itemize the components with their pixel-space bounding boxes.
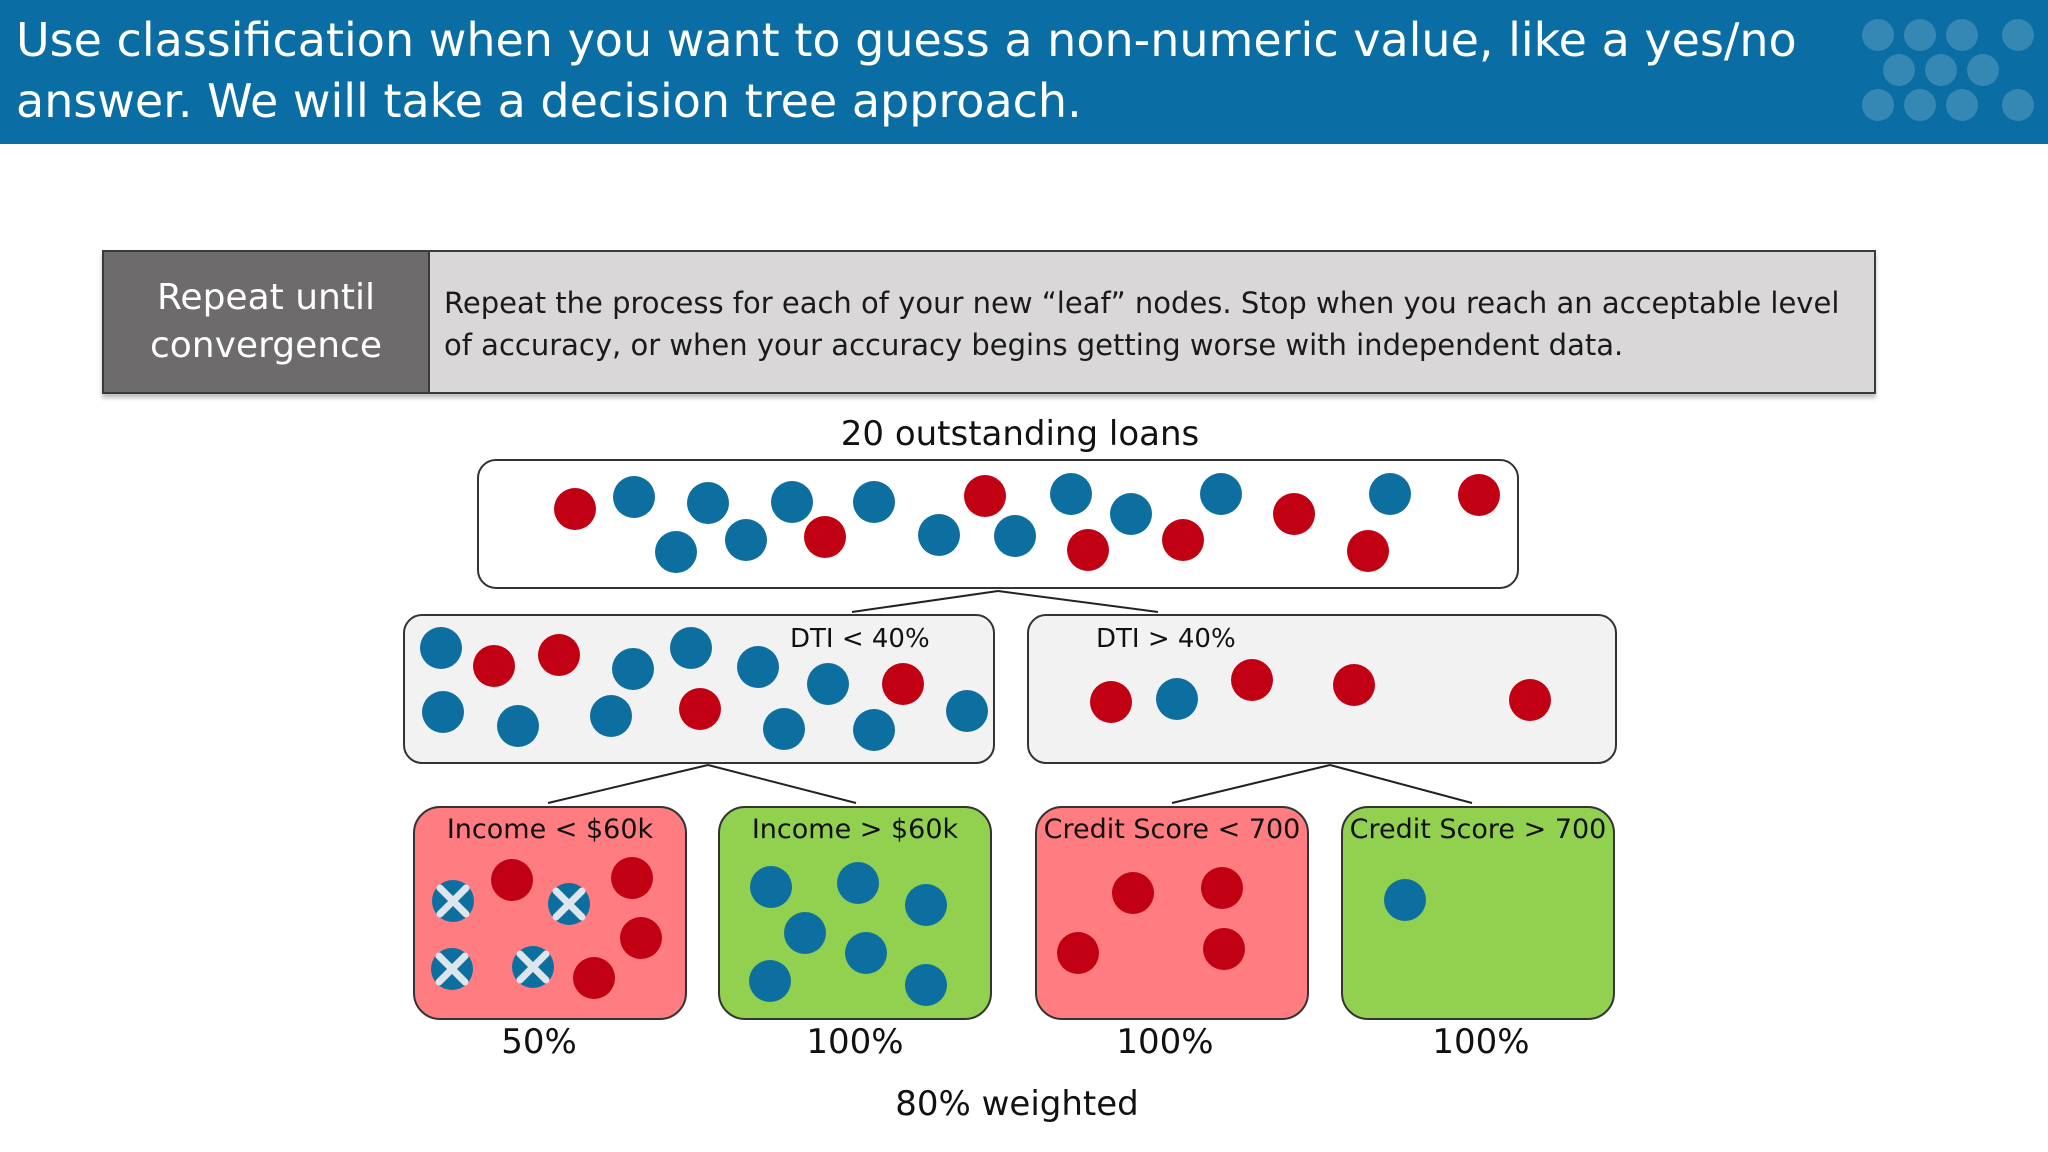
leaf-accuracy-credit-high: 100% bbox=[1432, 1022, 1530, 1062]
blue-loan-dot bbox=[1200, 473, 1242, 515]
split-label-dti-low: DTI < 40% bbox=[790, 624, 930, 654]
red-loan-dot bbox=[1231, 659, 1273, 701]
blue-loan-dot bbox=[737, 646, 779, 688]
red-loan-dot bbox=[1347, 530, 1389, 572]
red-loan-dot bbox=[882, 663, 924, 705]
leaf-label-income-high: Income > $60k bbox=[751, 814, 959, 845]
red-loan-dot bbox=[611, 857, 653, 899]
blue-loan-dot bbox=[1369, 473, 1411, 515]
red-loan-dot bbox=[1090, 681, 1132, 723]
blue-loan-dot bbox=[1384, 879, 1426, 921]
leaf-income-high-dots bbox=[749, 862, 947, 1006]
blue-loan-dot bbox=[497, 705, 539, 747]
step-label: Repeat until convergence bbox=[104, 252, 430, 392]
left-split-dots bbox=[420, 627, 988, 751]
connector-line bbox=[1171, 764, 1331, 804]
blue-loan-dot bbox=[1156, 678, 1198, 720]
misclassified-x-icon bbox=[552, 887, 586, 921]
leaf-box-income-low bbox=[413, 806, 687, 1020]
red-loan-dot bbox=[473, 645, 515, 687]
blue-loan-dot bbox=[784, 912, 826, 954]
red-loan-dot bbox=[1273, 493, 1315, 535]
red-loan-dot bbox=[1067, 529, 1109, 571]
right-split-dots bbox=[1090, 659, 1551, 723]
blue-loan-dot bbox=[853, 481, 895, 523]
slide-header: Use classification when you want to gues… bbox=[0, 0, 2048, 144]
red-loan-dot bbox=[620, 917, 662, 959]
red-loan-dot bbox=[804, 516, 846, 558]
leaf-accuracy-income-high: 100% bbox=[806, 1022, 904, 1062]
leaf-accuracy-income-low: 50% bbox=[501, 1022, 577, 1062]
blue-loan-dot bbox=[670, 627, 712, 669]
connector-line bbox=[547, 764, 709, 804]
red-loan-dot bbox=[1112, 872, 1154, 914]
leaf-income-low-dots bbox=[431, 857, 662, 999]
connector-line bbox=[1329, 764, 1473, 804]
leaf-label-credit-low: Credit Score < 700 bbox=[1043, 814, 1301, 845]
weighted-accuracy-summary: 80% weighted bbox=[895, 1084, 1139, 1124]
blue-loan-dot bbox=[420, 627, 462, 669]
blue-loan-dot bbox=[763, 708, 805, 750]
misclassified-x-icon bbox=[436, 884, 470, 918]
red-loan-dot bbox=[1458, 474, 1500, 516]
header-dots-decoration bbox=[1862, 19, 2034, 121]
red-loan-dot bbox=[1057, 932, 1099, 974]
leaf-box-credit-high bbox=[1341, 806, 1615, 1020]
blue-loan-dot bbox=[613, 476, 655, 518]
root-loan-dots bbox=[554, 473, 1500, 573]
red-loan-dot bbox=[573, 957, 615, 999]
blue-loan-dot bbox=[1110, 493, 1152, 535]
blue-loan-dot bbox=[687, 482, 729, 524]
blue-loan-dot bbox=[1050, 473, 1092, 515]
connector-line bbox=[997, 590, 1159, 613]
red-loan-dot bbox=[491, 859, 533, 901]
blue-loan-dot bbox=[918, 514, 960, 556]
blue-loan-dot bbox=[837, 862, 879, 904]
blue-loan-dot bbox=[994, 515, 1036, 557]
split-label-dti-high: DTI > 40% bbox=[1096, 624, 1236, 654]
blue-loan-dot bbox=[749, 960, 791, 1002]
blue-loan-dot bbox=[422, 691, 464, 733]
root-caption: 20 outstanding loans bbox=[840, 414, 1200, 454]
blue-loan-dot bbox=[725, 519, 767, 561]
connector-line bbox=[851, 590, 999, 613]
leaf-accuracy-credit-low: 100% bbox=[1116, 1022, 1214, 1062]
leaf-credit-high-dots bbox=[1384, 879, 1426, 921]
leaf-box-credit-low bbox=[1035, 806, 1309, 1020]
misclassified-x-icon bbox=[516, 950, 550, 984]
slide-title: Use classification when you want to gues… bbox=[16, 13, 1797, 128]
step-callout: Repeat until convergence Repeat the proc… bbox=[102, 250, 1876, 394]
step-description: Repeat the process for each of your new … bbox=[444, 286, 1840, 362]
blue-loan-dot bbox=[946, 690, 988, 732]
blue-loan-dot bbox=[853, 709, 895, 751]
connector-line bbox=[707, 764, 857, 804]
blue-loan-dot bbox=[771, 481, 813, 523]
leaf-credit-low-dots bbox=[1057, 867, 1245, 974]
red-loan-dot bbox=[679, 688, 721, 730]
red-loan-dot bbox=[1203, 928, 1245, 970]
blue-loan-dot bbox=[655, 531, 697, 573]
right-split-box bbox=[1027, 614, 1617, 764]
misclassified-x-icon bbox=[435, 952, 469, 986]
blue-loan-dot bbox=[807, 663, 849, 705]
blue-loan-dot bbox=[612, 648, 654, 690]
blue-loan-dot bbox=[845, 932, 887, 974]
red-loan-dot bbox=[1333, 664, 1375, 706]
blue-loan-dot bbox=[905, 884, 947, 926]
red-loan-dot bbox=[554, 488, 596, 530]
red-loan-dot bbox=[1162, 519, 1204, 561]
blue-loan-dot bbox=[750, 866, 792, 908]
red-loan-dot bbox=[1509, 679, 1551, 721]
leaf-label-credit-high: Credit Score > 700 bbox=[1349, 814, 1607, 845]
leaf-label-income-low: Income < $60k bbox=[446, 814, 654, 845]
blue-loan-dot bbox=[590, 695, 632, 737]
red-loan-dot bbox=[1201, 867, 1243, 909]
red-loan-dot bbox=[964, 475, 1006, 517]
blue-loan-dot bbox=[905, 964, 947, 1006]
red-loan-dot bbox=[538, 634, 580, 676]
